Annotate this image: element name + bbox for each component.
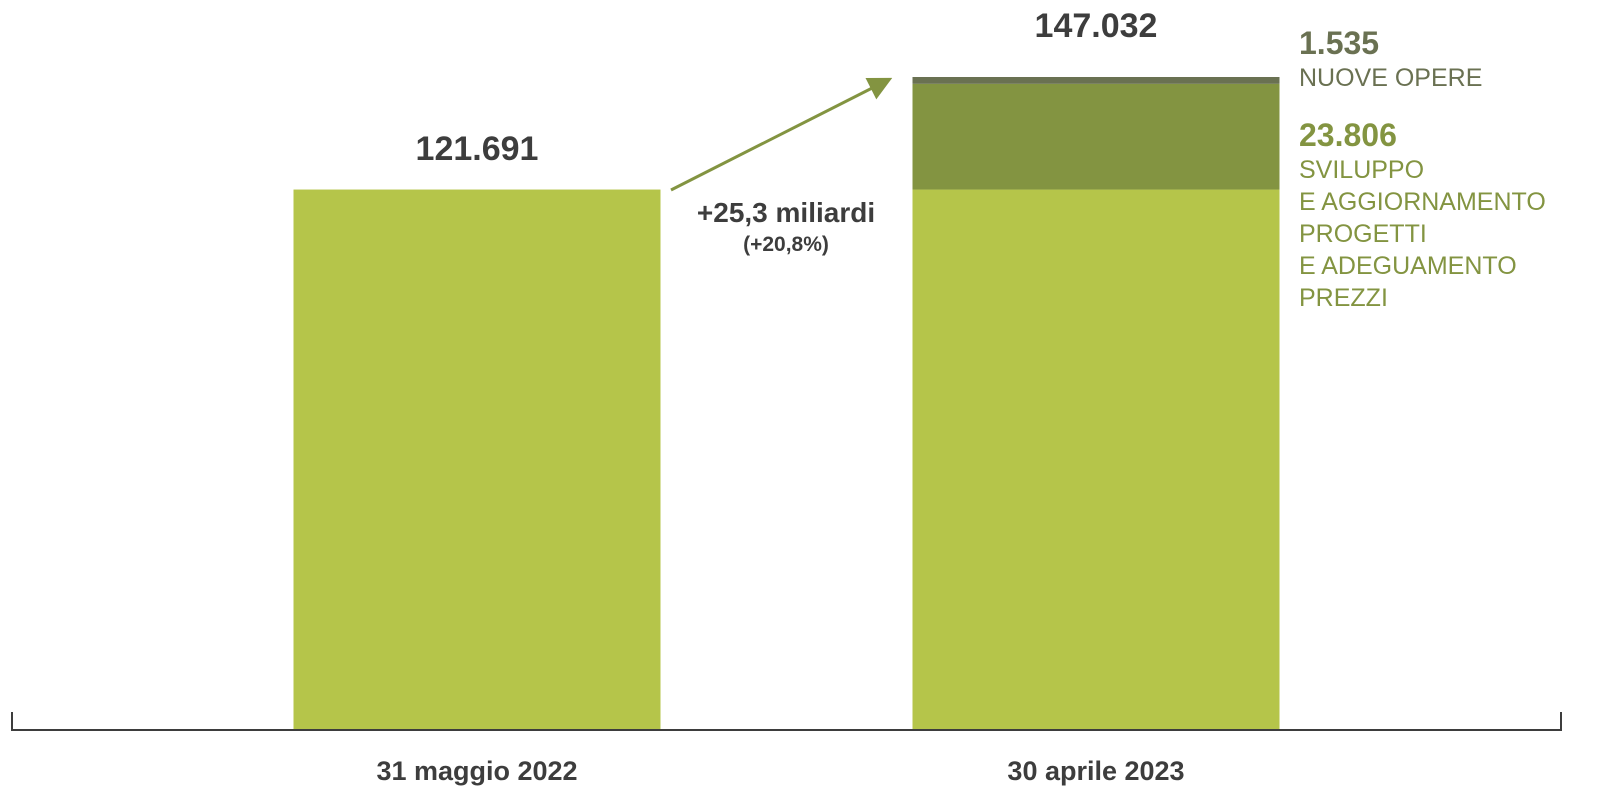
new-works-label: NUOVE OPERE bbox=[1299, 64, 1482, 92]
x-tick-label-2: 30 aprile 2023 bbox=[1007, 756, 1184, 786]
bar-2-new-works-segment bbox=[912, 77, 1280, 84]
increase-percent-label: (+20,8%) bbox=[743, 233, 829, 256]
development-label-line-5: PREZZI bbox=[1299, 284, 1388, 312]
development-label-line-3: PROGETTI bbox=[1299, 220, 1427, 248]
bar-2-base-segment bbox=[912, 189, 1280, 731]
development-value: 23.806 bbox=[1299, 117, 1397, 153]
development-label-line-4: E ADEGUAMENTO bbox=[1299, 252, 1517, 280]
bar-1-base-segment bbox=[293, 189, 661, 731]
bar-total-label-2: 147.032 bbox=[1035, 7, 1158, 45]
increase-arrow bbox=[670, 77, 893, 192]
new-works-value: 1.535 bbox=[1299, 25, 1379, 61]
new-works-annotation: 1.535 NUOVE OPERE bbox=[1299, 25, 1482, 92]
bars-layer bbox=[293, 77, 1280, 731]
development-annotation: 23.806 SVILUPPO E AGGIORNAMENTO PROGETTI… bbox=[1299, 117, 1546, 312]
increase-value-label: +25,3 miliardi bbox=[697, 197, 875, 228]
x-tick-label-1: 31 maggio 2022 bbox=[376, 756, 577, 786]
bar-total-label-1: 121.691 bbox=[416, 130, 539, 168]
development-label-line-2: E AGGIORNAMENTO bbox=[1299, 188, 1546, 216]
x-axis bbox=[11, 712, 1562, 731]
development-label-line-1: SVILUPPO bbox=[1299, 156, 1424, 184]
bar-2-development-segment bbox=[912, 83, 1280, 190]
